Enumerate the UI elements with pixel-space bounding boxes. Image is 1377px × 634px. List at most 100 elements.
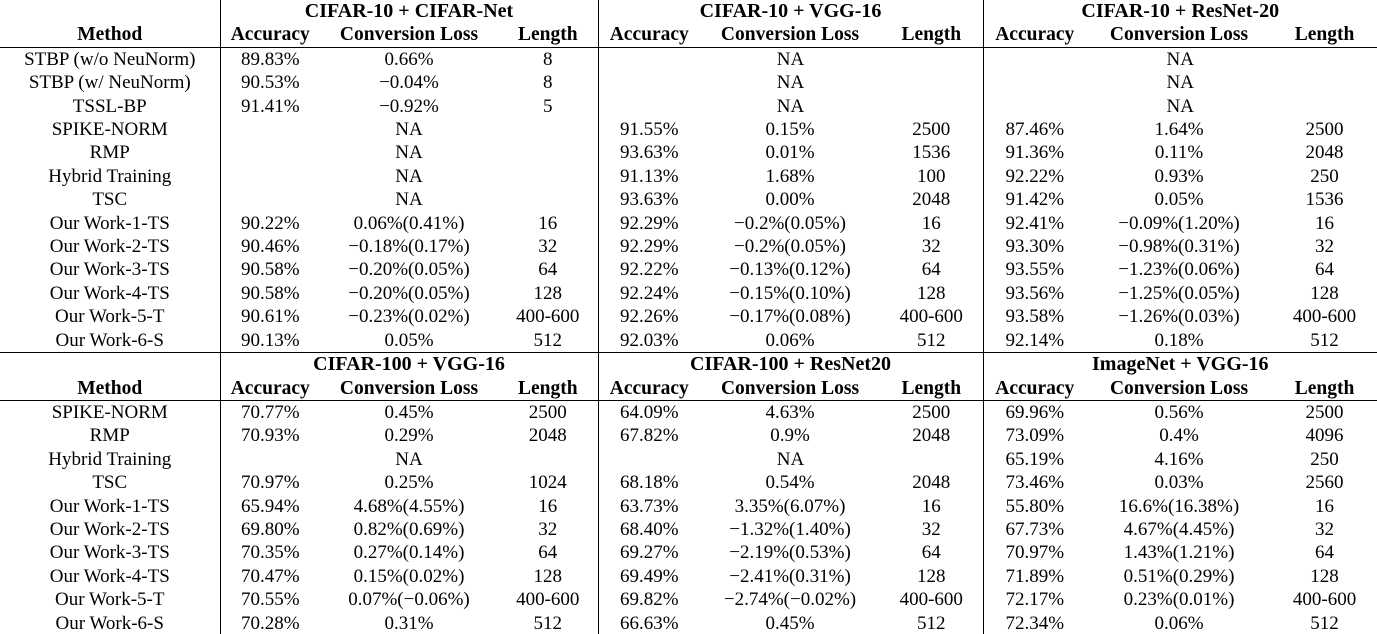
data-cell: 128 (498, 281, 599, 306)
data-cell: 1536 (880, 141, 984, 165)
data-cell: 0.05% (1154, 189, 1204, 211)
data-cell: 2500 (498, 400, 599, 425)
data-cell: 64 (880, 258, 984, 282)
method-cell: TSC (0, 471, 221, 495)
table-row: Our Work-2-TS 90.46% −0.18%(0.17%) 32 92.29%… (0, 235, 1377, 259)
data-cell: 92.41% (1005, 212, 1065, 234)
data-cell: 70.47% (240, 565, 300, 587)
group-header: ImageNet + VGG-16 (983, 352, 1377, 377)
data-cell: 91.36% (1005, 142, 1065, 164)
data-cell: 92.29% (619, 236, 679, 258)
data-cell: 72.17% (1005, 589, 1065, 611)
table-row: Our Work-6-S 90.13% 0.05% 512 92.03% 0.06% 512… (0, 328, 1377, 353)
col-header: Conversion Loss (700, 23, 880, 48)
data-cell: 93.63% (619, 189, 679, 211)
method-cell: Hybrid Training (0, 447, 221, 472)
col-header: Accuracy (220, 23, 320, 48)
na-cell: NA (598, 71, 984, 95)
data-cell: 400-600 (1292, 306, 1357, 328)
data-cell: 16 (880, 494, 984, 518)
na-cell: NA (220, 164, 599, 189)
data-cell: 70.93% (240, 425, 300, 447)
col-header: Length (880, 23, 984, 48)
data-cell: 0.25% (384, 472, 434, 494)
data-cell: 0.06%(0.41%) (353, 212, 465, 234)
data-cell: 70.97% (240, 472, 300, 494)
method-column-header: Method (0, 376, 221, 401)
group-header: CIFAR-100 + VGG-16 (220, 352, 599, 377)
col-header: Accuracy (598, 376, 701, 401)
data-cell: 64 (1315, 259, 1334, 281)
data-cell: 90.22% (240, 212, 300, 234)
data-cell: 2048 (880, 188, 984, 212)
data-cell: 0.07%(−0.06%) (348, 589, 470, 611)
method-cell: Our Work-6-S (0, 611, 221, 634)
corner-cell (0, 0, 221, 24)
table-row: SPIKE-NORM 70.77% 0.45% 2500 64.09% 4.63% 2500… (0, 400, 1377, 425)
data-cell: 0.15%(0.02%) (353, 565, 465, 587)
data-cell: −0.04% (379, 72, 439, 94)
col-header: Conversion Loss (1086, 23, 1272, 48)
data-cell: 0.9% (770, 425, 810, 447)
data-cell: 93.30% (1005, 236, 1065, 258)
table-row: RMP 70.93% 0.29% 2048 67.82% 0.9% 2048 73.09% 0.… (0, 424, 1377, 448)
na-cell: NA (1166, 72, 1194, 94)
data-cell: 93.55% (1005, 259, 1065, 281)
data-cell: 512 (1310, 329, 1339, 351)
data-cell: 72.34% (1005, 612, 1065, 634)
data-cell: 70.77% (240, 401, 300, 423)
data-cell: 2048 (1305, 142, 1344, 164)
data-cell: 0.45% (765, 612, 815, 634)
data-cell: 0.29% (384, 425, 434, 447)
data-cell: 2048 (880, 424, 984, 448)
data-cell: 92.29% (619, 212, 679, 234)
data-cell: 128 (880, 564, 984, 589)
data-cell: 64 (498, 258, 599, 282)
data-cell: 90.61% (240, 306, 300, 328)
data-cell: −2.74%(−0.02%) (723, 589, 857, 611)
data-cell: 1.64% (1154, 119, 1204, 141)
na-cell: NA (1166, 95, 1194, 117)
data-cell: 0.23%(0.01%) (1123, 589, 1235, 611)
data-cell: 1024 (498, 471, 599, 495)
method-cell: Our Work-4-TS (0, 281, 221, 306)
data-cell: 0.66% (384, 48, 434, 70)
data-cell: 0.4% (1159, 425, 1199, 447)
col-header: Accuracy (598, 23, 700, 48)
data-cell: 65.94% (240, 495, 300, 517)
col-header: Accuracy (983, 23, 1086, 48)
data-cell: 1536 (1305, 189, 1344, 211)
table-row: SPIKE-NORM NA 91.55% 0.15% 2500 87.46% 1.64% 25… (0, 118, 1377, 142)
data-cell: 69.27% (619, 542, 679, 564)
data-cell: −0.2%(0.05%) (733, 212, 847, 234)
method-cell: TSSL-BP (0, 94, 221, 119)
data-cell: 4096 (1305, 425, 1344, 447)
table-row: TSC NA 93.63% 0.00% 2048 91.42% 0.05% 1536 (0, 188, 1377, 212)
data-cell: 90.13% (240, 329, 300, 351)
data-cell: −1.26%(0.03%) (1118, 306, 1240, 328)
data-cell: 128 (1310, 565, 1339, 587)
data-cell: 0.31% (384, 612, 434, 634)
data-cell: 0.82%(0.69%) (353, 518, 465, 540)
table-row: Our Work-4-TS 90.58% −0.20%(0.05%) 128 92.24… (0, 281, 1377, 306)
data-cell: 0.51%(0.29%) (1123, 565, 1235, 587)
data-cell: 55.80% (1005, 495, 1065, 517)
data-cell: 71.89% (1005, 565, 1065, 587)
col-header: Conversion Loss (320, 376, 498, 401)
data-cell: 2048 (498, 424, 599, 448)
results-table-cifar100-imagenet: CIFAR-100 + VGG-16 CIFAR-100 + ResNet20 Im… (0, 352, 1377, 634)
data-cell: 3.35%(6.07%) (734, 495, 846, 517)
data-cell: 69.82% (619, 589, 679, 611)
data-cell: 89.83% (240, 48, 300, 70)
data-cell: 70.35% (240, 542, 300, 564)
data-cell: −1.25%(0.05%) (1118, 282, 1240, 304)
data-cell: 32 (1315, 518, 1335, 540)
data-cell: 400-600 (880, 588, 984, 612)
data-cell: 0.00% (765, 189, 815, 211)
method-cell: Our Work-2-TS (0, 517, 221, 542)
data-cell: 32 (498, 235, 599, 259)
data-cell: 91.55% (619, 119, 679, 141)
data-cell: 0.54% (765, 472, 815, 494)
table-row: RMP NA 93.63% 0.01% 1536 91.36% 0.11% 2048 (0, 141, 1377, 165)
